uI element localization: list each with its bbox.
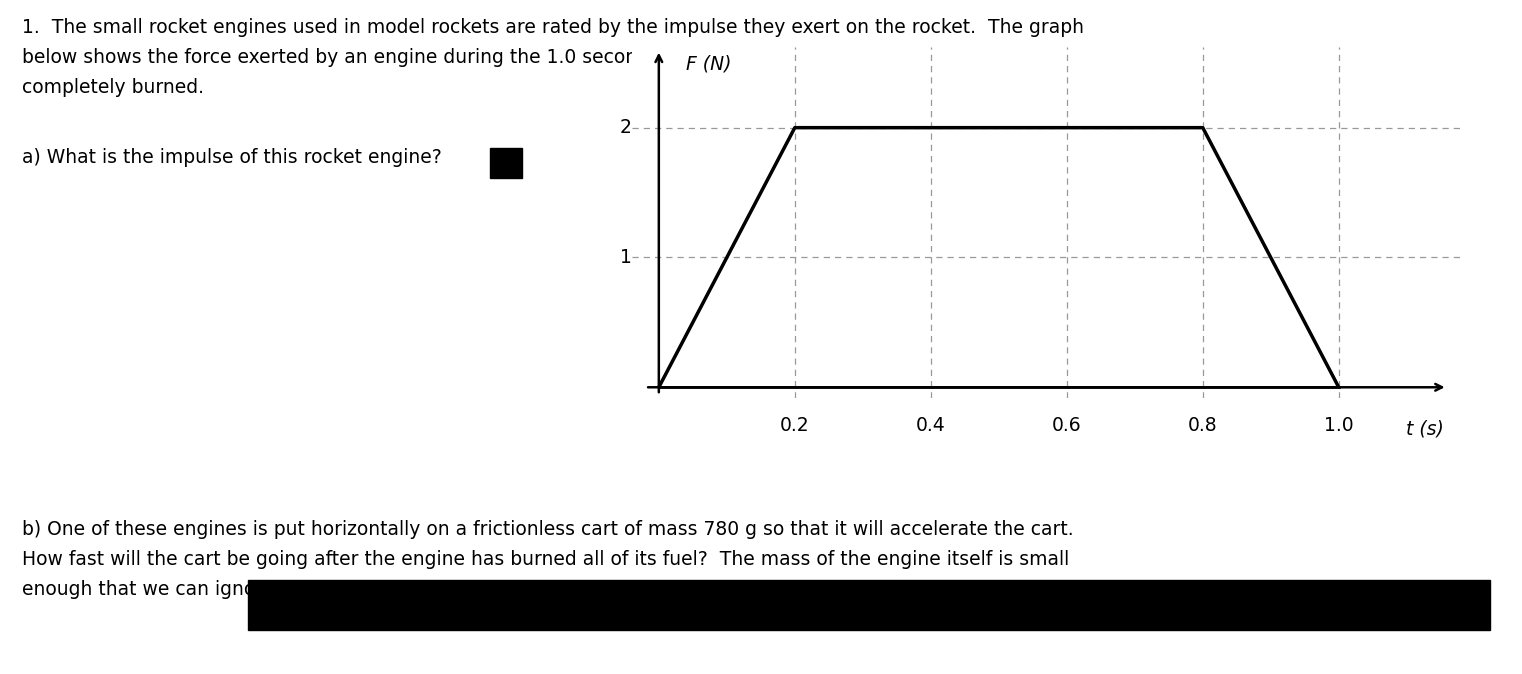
Text: t (s): t (s) xyxy=(1406,420,1444,439)
Text: a) What is the impulse of this rocket engine?: a) What is the impulse of this rocket en… xyxy=(21,148,441,167)
Bar xyxy=(248,580,1490,630)
Bar xyxy=(490,148,522,178)
Text: enough that we can ignore it.: enough that we can ignore it. xyxy=(21,580,298,599)
Text: completely burned.: completely burned. xyxy=(21,78,204,97)
Text: 0.4: 0.4 xyxy=(916,416,945,435)
Text: 0.6: 0.6 xyxy=(1052,416,1082,435)
Text: F (N): F (N) xyxy=(686,55,732,74)
Text: 2: 2 xyxy=(619,118,632,137)
Text: below shows the force exerted by an engine during the 1.0 second from when it is: below shows the force exerted by an engi… xyxy=(21,48,1068,67)
Text: 1.0: 1.0 xyxy=(1324,416,1353,435)
Text: 1.  The small rocket engines used in model rockets are rated by the impulse they: 1. The small rocket engines used in mode… xyxy=(21,18,1084,37)
Text: 0.8: 0.8 xyxy=(1189,416,1218,435)
Text: 1: 1 xyxy=(619,248,632,267)
Text: b) One of these engines is put horizontally on a frictionless cart of mass 780 g: b) One of these engines is put horizonta… xyxy=(21,520,1073,539)
Text: 0.2: 0.2 xyxy=(779,416,810,435)
Text: How fast will the cart be going after the engine has burned all of its fuel?  Th: How fast will the cart be going after th… xyxy=(21,550,1070,569)
